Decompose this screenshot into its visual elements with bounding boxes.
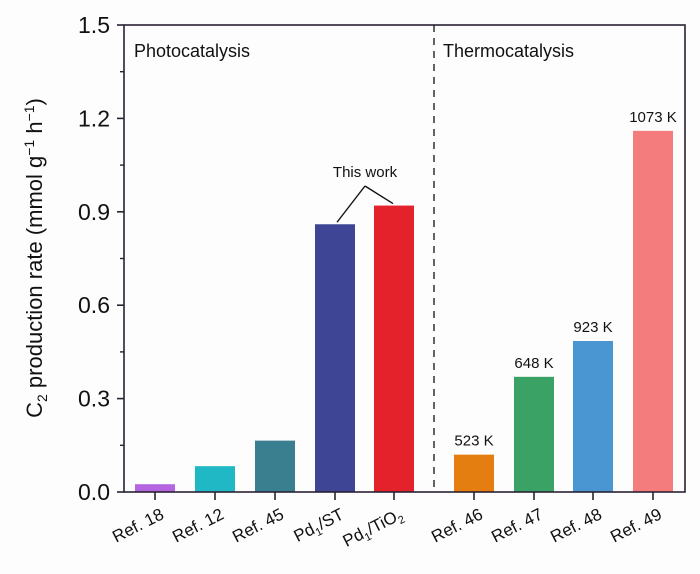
bar-value-label: 523 K xyxy=(454,433,493,450)
x-tick-label: Ref. 12 xyxy=(169,505,226,547)
x-tick-label: Ref. 49 xyxy=(607,505,664,547)
bar-ref-18 xyxy=(135,484,175,492)
x-tick-label: Ref. 45 xyxy=(229,505,286,547)
annotation-leader-line xyxy=(364,185,394,205)
bar-ref-46 xyxy=(454,454,494,492)
bar-ref-49 xyxy=(633,130,673,492)
bar-pd1-tio2 xyxy=(374,205,414,492)
bar-ref-48 xyxy=(573,341,613,492)
y-axis-label: C2 production rate (mmol g−1 h−1) xyxy=(21,98,50,418)
y-tick-label: 1.2 xyxy=(78,105,110,131)
annotation-leader-line xyxy=(336,185,366,223)
annotation-this-work: This work xyxy=(333,164,398,181)
labels-group: 523 K 648 K 923 K 1073 K 0.0 0.3 0.6 0.9 1.2 1.5 R… xyxy=(21,12,677,554)
y-tick-label: 0.9 xyxy=(78,199,110,225)
x-tick-label: Ref. 46 xyxy=(428,505,485,547)
section-label-photocatalysis: Photocatalysis xyxy=(134,41,250,61)
bars-group xyxy=(135,130,673,492)
x-tick-label: Ref. 18 xyxy=(109,505,166,547)
x-tick-label: Ref. 48 xyxy=(547,505,604,547)
y-tick-label: 0.0 xyxy=(78,479,110,505)
axes-group xyxy=(117,24,686,500)
x-tick-label: Pd1/TiO2 xyxy=(340,505,407,554)
x-tick-label: Ref. 47 xyxy=(488,505,545,547)
y-tick-label: 0.6 xyxy=(78,292,110,318)
bar-value-label: 1073 K xyxy=(629,109,677,126)
y-tick-label: 1.5 xyxy=(78,12,110,38)
bar-value-label: 923 K xyxy=(573,319,612,336)
bar-ref-47 xyxy=(514,376,554,492)
bar-ref-12 xyxy=(195,466,235,492)
section-label-thermocatalysis: Thermocatalysis xyxy=(443,41,574,61)
bar-ref-45 xyxy=(255,440,295,492)
x-tick-label: Pd1/ST xyxy=(291,505,349,549)
bar-value-label: 648 K xyxy=(514,355,553,372)
bar-pd1-st xyxy=(315,224,355,492)
y-tick-label: 0.3 xyxy=(78,386,110,412)
